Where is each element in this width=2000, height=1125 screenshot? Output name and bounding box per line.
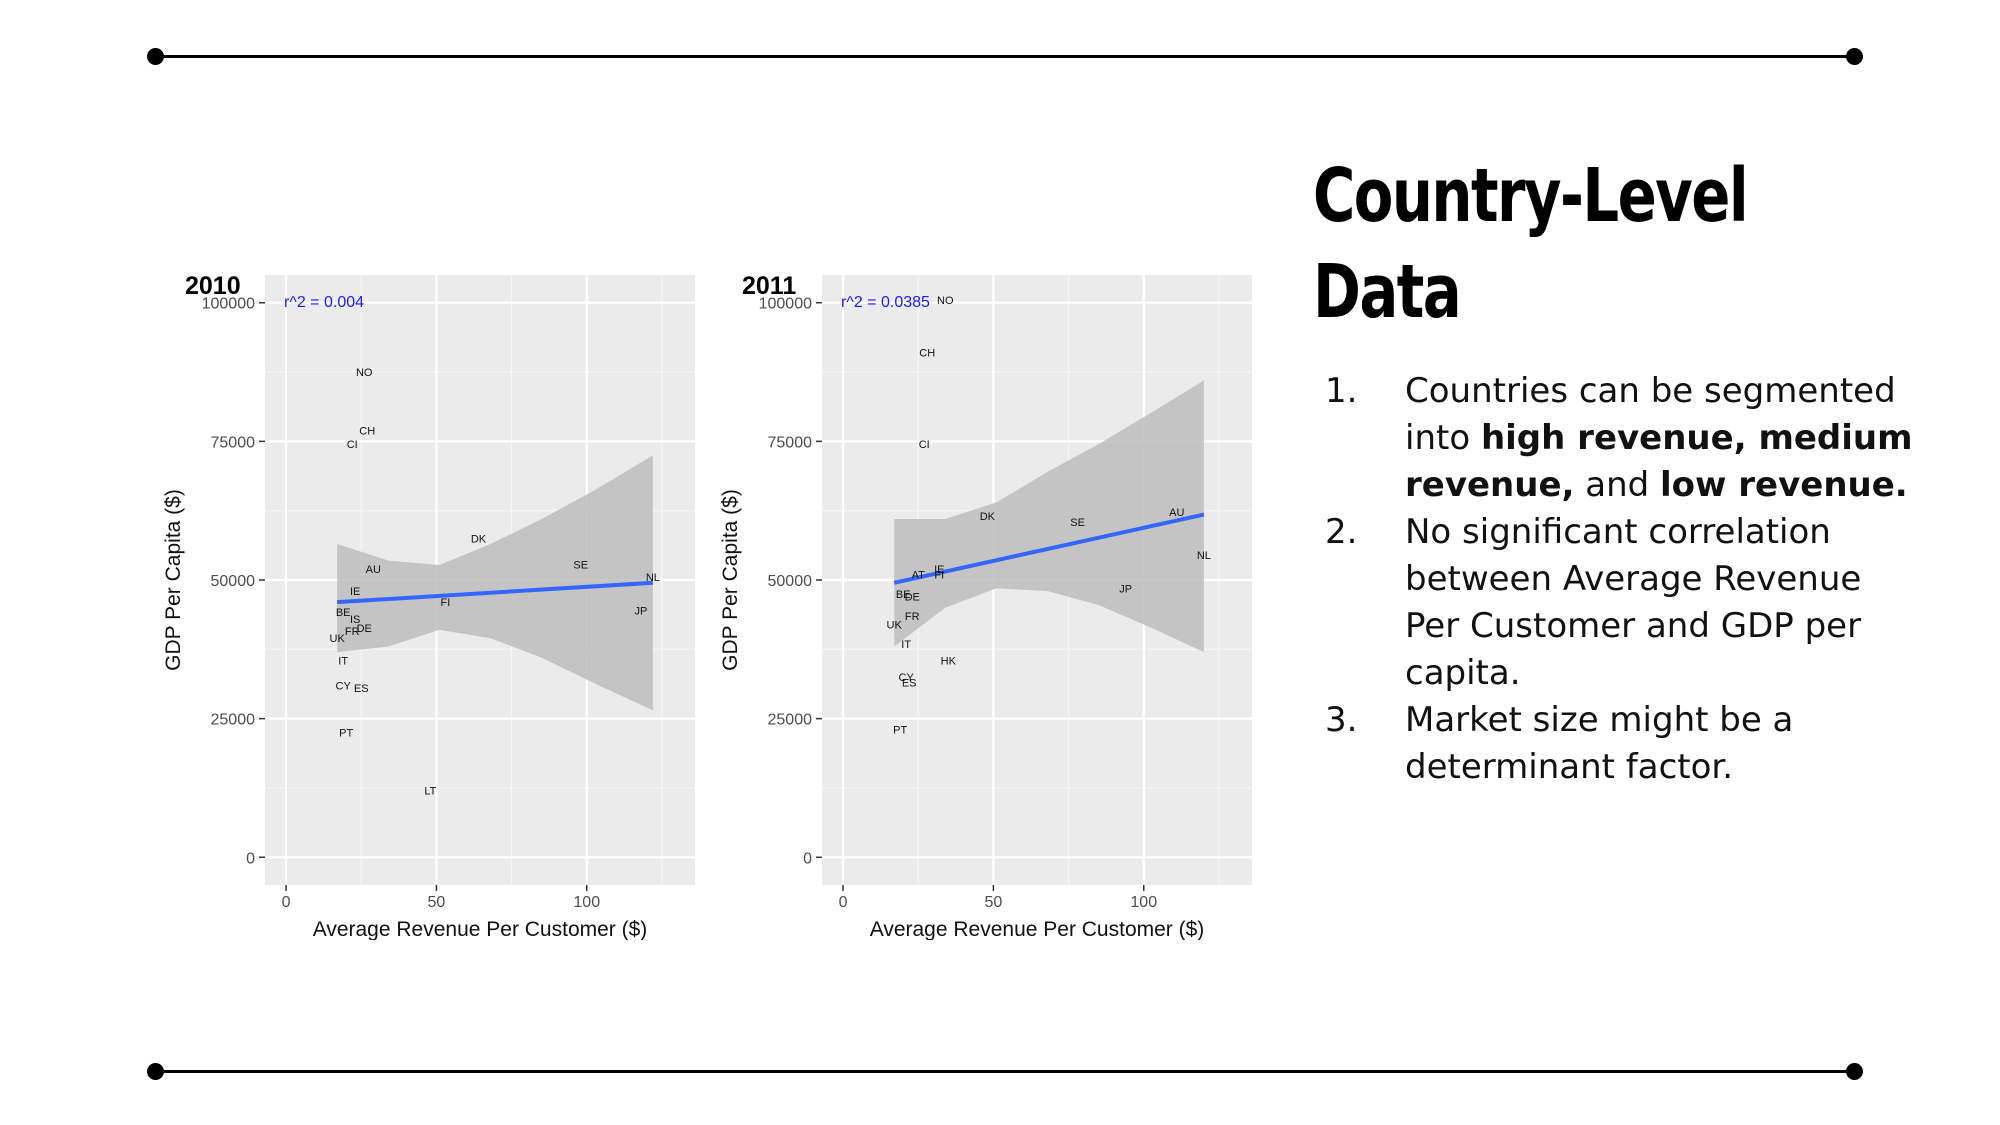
y-tick-label: 50000 <box>211 573 256 590</box>
y-axis-label: GDP Per Capita ($) <box>719 489 742 671</box>
point-label: CH <box>919 348 935 360</box>
x-tick-label: 0 <box>282 894 291 911</box>
y-tick-label: 100000 <box>759 296 812 313</box>
chart-2010: NO CH CI DK SE AU NL IE FI JP BE IS FR DE UK IT CY ES PT LT… <box>150 260 710 940</box>
point-label: IT <box>338 655 348 667</box>
y-tick-label: 75000 <box>768 434 813 451</box>
regression-line <box>893 512 1205 585</box>
point-text: No significant correlation between Avera… <box>1405 512 1862 693</box>
point-label: NL <box>646 572 660 584</box>
y-tick-label: 0 <box>803 850 812 867</box>
x-axis-label: Average Revenue Per Customer ($) <box>870 918 1205 940</box>
point-label: IE <box>934 564 944 576</box>
point-label: AU <box>366 564 381 576</box>
point-text-part-bold: low revenue. <box>1660 465 1908 505</box>
r-squared-annotation: r^2 = 0.0385 <box>841 294 930 311</box>
point-label: ES <box>354 683 369 695</box>
point-label: JP <box>634 606 647 618</box>
point-label: UK <box>887 619 903 631</box>
point-label: PT <box>893 725 907 737</box>
r-squared-annotation: r^2 = 0.004 <box>284 294 364 311</box>
point-label: CY <box>336 680 352 692</box>
y-tick-label: 100000 <box>202 296 255 313</box>
point-label: BE <box>336 607 351 619</box>
x-tick-label: 50 <box>428 894 446 911</box>
chart-title: 2011 <box>742 272 796 300</box>
point-label: IE <box>350 586 360 598</box>
slide-title: Country-Level Data <box>1313 153 1749 335</box>
list-item: 2. No significant correlation between Av… <box>1313 509 1913 697</box>
point-label: NO <box>937 295 954 307</box>
point-label: AU <box>1169 507 1184 519</box>
chart-title: 2010 <box>185 272 241 300</box>
list-number: 3. <box>1325 700 1358 740</box>
point-label: FR <box>905 611 920 623</box>
regression-line <box>337 580 654 605</box>
y-tick-label: 0 <box>246 850 255 867</box>
y-tick-label: 50000 <box>768 573 813 590</box>
point-label: NO <box>356 367 373 379</box>
point-text-part: Countries can be segmented into <box>1405 371 1896 458</box>
divider-dot <box>1846 48 1863 65</box>
confidence-band <box>894 380 1204 653</box>
point-label: NL <box>1197 550 1211 562</box>
point-label: SE <box>573 559 588 571</box>
x-tick-label: 0 <box>839 894 848 911</box>
point-label: UK <box>330 633 346 645</box>
point-label: JP <box>1119 583 1132 595</box>
point-label: CI <box>347 439 358 451</box>
list-number: 2. <box>1325 512 1358 552</box>
y-tick-label: 25000 <box>768 712 813 729</box>
point-label: SE <box>1070 517 1085 529</box>
point-label: CI <box>919 439 930 451</box>
point-label: FR <box>345 626 360 638</box>
key-points-list: 1. Countries can be segmented into high … <box>1313 368 1913 791</box>
divider-dot <box>1846 1063 1863 1080</box>
point-text-part: and <box>1574 465 1661 505</box>
point-label: HK <box>941 655 957 667</box>
point-label: FI <box>441 597 451 609</box>
y-tick-label: 25000 <box>211 712 256 729</box>
bottom-divider <box>147 1063 1863 1080</box>
point-label: IT <box>901 639 911 651</box>
point-label: PT <box>339 728 353 740</box>
list-item: 1. Countries can be segmented into high … <box>1313 368 1913 509</box>
point-text: Market size might be a determinant facto… <box>1405 700 1794 787</box>
point-label: DK <box>471 533 487 545</box>
x-tick-label: 100 <box>1130 894 1157 911</box>
point-label: FI <box>934 569 944 581</box>
y-axis-label: GDP Per Capita ($) <box>162 489 185 671</box>
point-text-part-bold: high revenue, medium revenue, <box>1405 418 1913 505</box>
point-text: Countries can be segmented into high rev… <box>1405 371 1913 505</box>
divider-dot <box>147 48 164 65</box>
list-number: 1. <box>1325 371 1358 411</box>
divider-dot <box>147 1063 164 1080</box>
x-tick-label: 50 <box>985 894 1003 911</box>
x-tick-label: 100 <box>573 894 600 911</box>
point-label: CH <box>359 425 375 437</box>
point-label: DE <box>357 623 372 635</box>
x-axis-label: Average Revenue Per Customer ($) <box>313 918 648 940</box>
y-tick-label: 75000 <box>211 434 256 451</box>
top-divider <box>147 48 1863 65</box>
point-label: DK <box>980 511 996 523</box>
point-label: AT <box>912 569 926 581</box>
point-label: IS <box>350 614 360 626</box>
point-label: ES <box>902 678 917 690</box>
chart-2011: NO CH CI DK SE AU NL AT IE FI JP BE DE FR UK IT HK CY ES PT… <box>707 260 1267 940</box>
point-label: CY <box>899 672 915 684</box>
confidence-band <box>337 455 653 711</box>
point-label: LT <box>424 786 436 798</box>
point-label: DE <box>905 592 920 604</box>
point-label: BE <box>896 589 911 601</box>
list-item: 3. Market size might be a determinant fa… <box>1313 697 1913 791</box>
